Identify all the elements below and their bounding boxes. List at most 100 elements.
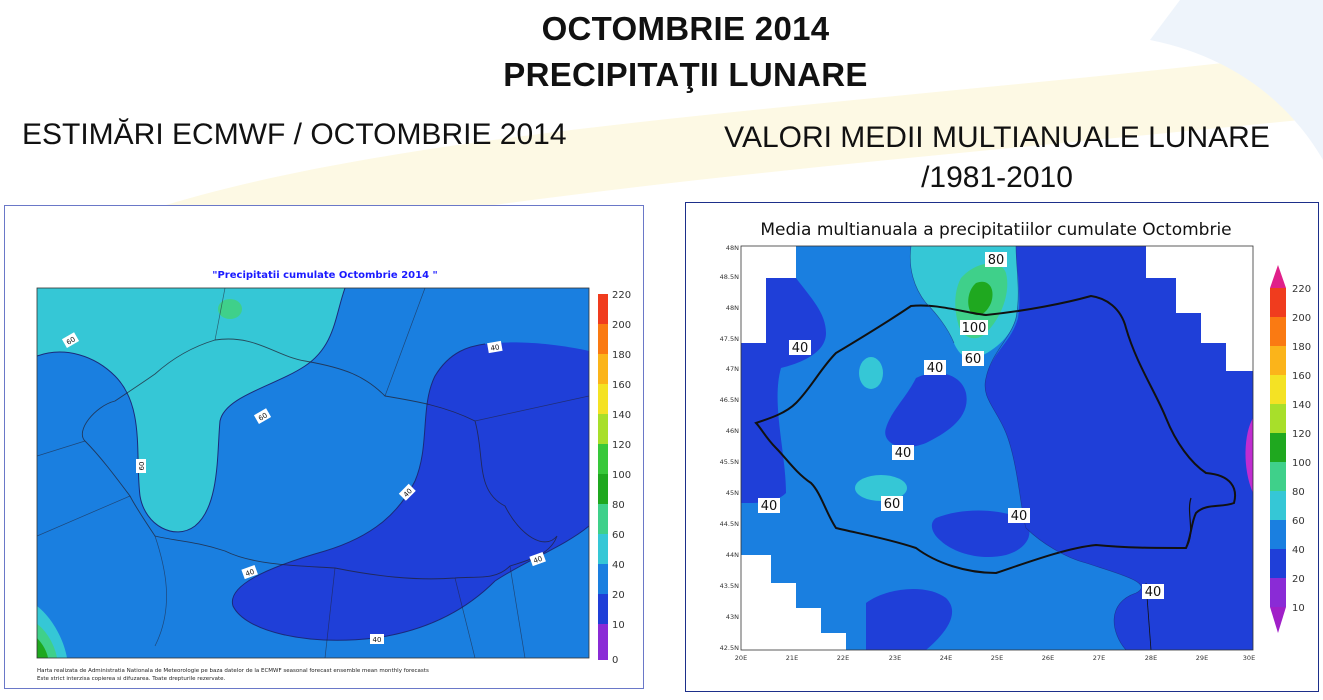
colorbar-tick: 220 xyxy=(1292,284,1311,295)
right-contours xyxy=(909,246,1142,650)
colorbar-swatch xyxy=(1270,375,1286,404)
left-contour-label: 60 xyxy=(257,411,269,422)
left-panel-heading: ESTIMĂRI ECMWF / OCTOMBRIE 2014 xyxy=(22,118,567,151)
colorbar-tick: 160 xyxy=(612,380,631,391)
colorbar-tick: 140 xyxy=(1292,400,1311,411)
multiannual-mean-map: Media multianuala a precipitatiilor cumu… xyxy=(720,220,1311,662)
lat-tick: 48N xyxy=(726,304,739,312)
colorbar-swatch xyxy=(598,504,608,534)
field-corner-100 xyxy=(37,638,48,658)
right-map-title: Media multianuala a precipitatiilor cumu… xyxy=(760,220,1231,240)
colorbar-bottom-arrow xyxy=(1270,607,1286,633)
colorbar-swatch xyxy=(1270,404,1286,433)
right-contour-label: 40 xyxy=(1011,509,1028,524)
colorbar-swatch xyxy=(598,624,608,660)
colorbar-swatch xyxy=(1270,462,1286,491)
colorbar-top-arrow xyxy=(1270,265,1286,288)
left-map-frame xyxy=(36,287,590,659)
right-contour-label: 40 xyxy=(895,446,912,461)
colorbar-swatch xyxy=(598,594,608,624)
colorbar-swatch xyxy=(1270,491,1286,520)
colorbar-tick: 200 xyxy=(1292,313,1311,324)
lat-tick: 44.5N xyxy=(720,520,739,528)
right-panel-heading-line1: VALORI MEDII MULTIANUALE LUNARE xyxy=(724,121,1270,154)
lon-tick: 26E xyxy=(1042,654,1054,662)
left-contour-label: 60 xyxy=(138,462,146,471)
right-panel-heading: VALORI MEDII MULTIANUALE LUNARE /1981-20… xyxy=(700,118,1294,198)
romania-border-left xyxy=(81,338,558,580)
left-colorbar: 220 200 180 160 140 120 100 80 60 40 20 … xyxy=(598,290,631,666)
right-contour-label: 60 xyxy=(884,497,901,512)
lat-tick: 48N xyxy=(726,244,739,252)
field-20-40-west xyxy=(741,278,826,503)
colorbar-tick: 200 xyxy=(612,320,631,331)
field-20-40-south xyxy=(866,588,953,650)
colorbar-tick: 40 xyxy=(612,560,625,571)
lon-tick: 20E xyxy=(735,654,747,662)
colorbar-swatch xyxy=(598,474,608,504)
lat-tick: 45.5N xyxy=(720,458,739,466)
lon-tick: 24E xyxy=(940,654,952,662)
lat-tick: 46N xyxy=(726,427,739,435)
colorbar-tick: 120 xyxy=(1292,429,1311,440)
colorbar-tick: 40 xyxy=(1292,545,1305,556)
colorbar-tick: 80 xyxy=(1292,487,1305,498)
ecmwf-forecast-map-panel: "Precipitatii cumulate Octombrie 2014 " … xyxy=(4,205,644,689)
left-map-title: "Precipitatii cumulate Octombrie 2014 " xyxy=(212,270,437,281)
contour-60 xyxy=(37,288,346,533)
left-contour-label: 40 xyxy=(532,555,543,566)
right-contour-label: 40 xyxy=(761,499,778,514)
left-map-field xyxy=(37,288,589,658)
colorbar-tick: 100 xyxy=(612,470,631,481)
left-map-footnote-1: Harta realizata de Administratia Nationa… xyxy=(37,668,429,674)
field-60-80 xyxy=(37,288,345,532)
nodata-block xyxy=(741,555,846,650)
neighbor-borders-left xyxy=(37,288,589,658)
lon-tick: 23E xyxy=(889,654,901,662)
right-contour-label: 60 xyxy=(965,352,982,367)
lon-tick: 22E xyxy=(837,654,849,662)
colorbar-swatch xyxy=(598,564,608,594)
colorbar-tick: 160 xyxy=(1292,371,1311,382)
colorbar-tick: 0 xyxy=(612,655,618,666)
danube-delta xyxy=(1185,497,1192,549)
left-map-footnote-2: Este strict interzisa copierea si difuza… xyxy=(37,676,226,682)
right-map-field xyxy=(741,246,1253,650)
field-100-120 xyxy=(968,281,993,316)
lat-tick: 43.5N xyxy=(720,582,739,590)
right-contour-label: 80 xyxy=(988,253,1005,268)
colorbar-swatch xyxy=(598,294,608,324)
colorbar-swatch xyxy=(1270,317,1286,346)
colorbar-swatch xyxy=(1270,346,1286,375)
colorbar-tick: 180 xyxy=(612,350,631,361)
colorbar-swatch xyxy=(598,354,608,384)
colorbar-tick: 220 xyxy=(612,290,631,301)
colorbar-tick: 140 xyxy=(612,410,631,421)
left-contour-label: 60 xyxy=(65,335,77,346)
colorbar-tick: 80 xyxy=(612,500,625,511)
left-contour-label: 40 xyxy=(490,343,500,352)
left-contour-labels: 60 40 60 60 40 40 40 40 xyxy=(61,332,546,644)
field-60-80-small xyxy=(859,357,883,389)
right-panel-heading-line2: /1981-2010 xyxy=(921,161,1073,194)
right-contour-label: 40 xyxy=(1145,585,1162,600)
lat-tick: 42.5N xyxy=(720,644,739,652)
colorbar-tick: 60 xyxy=(1292,516,1305,527)
multiannual-mean-map-panel: Media multianuala a precipitatiilor cumu… xyxy=(685,202,1319,692)
colorbar-tick: 10 xyxy=(1292,603,1305,614)
right-contour-label: 40 xyxy=(927,361,944,376)
colorbar-tick: 20 xyxy=(612,590,625,601)
lon-tick: 29E xyxy=(1196,654,1208,662)
colorbar-tick: 120 xyxy=(612,440,631,451)
lat-tick: 48.5N xyxy=(720,273,739,281)
colorbar-swatch xyxy=(598,414,608,444)
colorbar-tick: 180 xyxy=(1292,342,1311,353)
lat-tick: 47.5N xyxy=(720,335,739,343)
colorbar-swatch xyxy=(598,534,608,564)
colorbar-swatch xyxy=(598,384,608,414)
ecmwf-forecast-map: "Precipitatii cumulate Octombrie 2014 " … xyxy=(36,270,631,682)
right-colorbar: 220 200 180 160 140 120 100 80 60 40 20 … xyxy=(1270,265,1311,633)
right-contour-label: 100 xyxy=(962,321,987,336)
colorbar-swatch xyxy=(1270,549,1286,578)
colorbar-tick: 20 xyxy=(1292,574,1305,585)
